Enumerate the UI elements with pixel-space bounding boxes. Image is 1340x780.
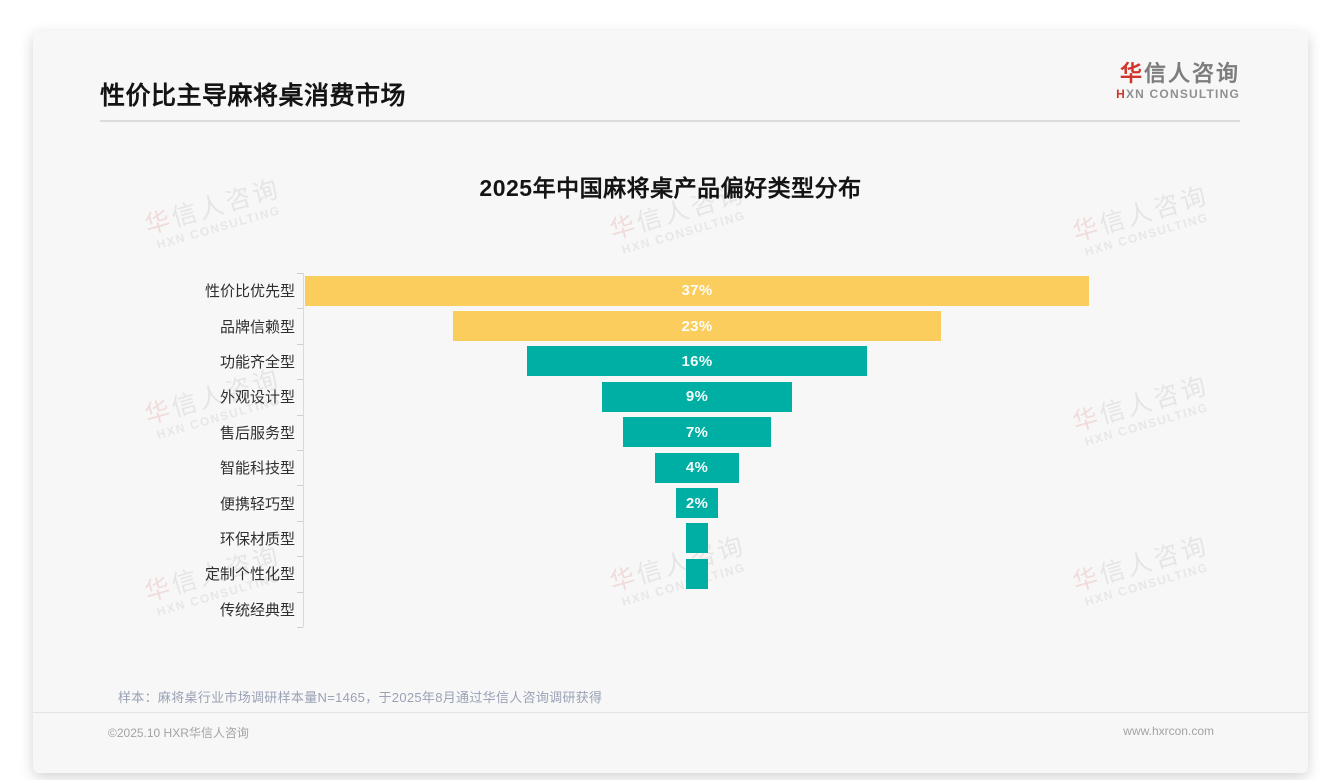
- chart-row: 售后服务型 7%: [33, 415, 1308, 450]
- chart-title: 2025年中国麻将桌产品偏好类型分布: [479, 175, 862, 201]
- sample-note: 样本：麻将桌行业市场调研样本量N=1465，于2025年8月通过华信人咨询调研获…: [118, 689, 603, 705]
- watermark-en-text: HXN CONSULTING: [620, 208, 748, 257]
- footer: ©2025.10 HXR华信人咨询 www.hxrcon.com: [33, 712, 1308, 773]
- bar-value-label: 9%: [685, 388, 709, 406]
- bar-value-label: 23%: [681, 317, 713, 335]
- bar-zone: 16%: [305, 346, 1089, 377]
- bar-value-label: 4%: [685, 459, 709, 477]
- chart-rows: 性价比优先型 37% 品牌信赖型 23% 功能齐全型 16% 外观设计型 9% 售后服务型 7% 智…: [33, 273, 1308, 628]
- axis-tick: [297, 450, 303, 451]
- bar-value-label: 2%: [685, 494, 709, 512]
- category-label: 外观设计型: [219, 389, 295, 407]
- bar-zone: [305, 594, 1089, 624]
- axis-tick: [297, 343, 303, 345]
- category-label: 定制个性化型: [204, 566, 295, 584]
- chart-row: 定制个性化型: [33, 556, 1308, 591]
- category-label: 功能齐全型: [219, 353, 295, 371]
- axis-tick: [297, 273, 303, 274]
- funnel-bar: 2%: [675, 488, 719, 519]
- axis-tick: [297, 520, 303, 522]
- copyright-text: ©2025.10 HXR华信人咨询: [108, 726, 249, 740]
- website-text: www.hxrcon.com: [1123, 724, 1214, 738]
- category-label: 品牌信赖型: [219, 318, 295, 336]
- funnel-bar: 4%: [654, 452, 740, 483]
- funnel-bar: 37%: [305, 275, 1089, 306]
- axis-tick: [297, 627, 303, 628]
- category-label: 便携轻巧型: [219, 495, 295, 513]
- axis-tick: [297, 591, 303, 593]
- bar-zone: 9%: [305, 381, 1089, 412]
- bar-zone: 2%: [305, 488, 1089, 519]
- funnel-bar: [686, 558, 708, 589]
- page-title: 性价比主导麻将桌消费市场: [100, 82, 407, 110]
- funnel-chart: 性价比优先型 37% 品牌信赖型 23% 功能齐全型 16% 外观设计型 9% 售后服务型 7% 智…: [33, 273, 1308, 628]
- chart-row: 外观设计型 9%: [33, 379, 1308, 414]
- category-label: 环保材质型: [219, 530, 295, 548]
- funnel-bar: 16%: [527, 346, 867, 377]
- category-label: 智能科技型: [219, 460, 295, 478]
- bar-zone: [305, 523, 1089, 554]
- company-logo: 华信人咨询 HXN CONSULTING: [1116, 61, 1240, 102]
- logo-cn-text: 华信人咨询: [1119, 61, 1240, 86]
- chart-row: 功能齐全型 16%: [33, 344, 1308, 379]
- category-label: 性价比优先型: [204, 283, 295, 301]
- bar-zone: [305, 558, 1089, 589]
- chart-row: 性价比优先型 37%: [33, 273, 1308, 308]
- bar-zone: 23%: [305, 311, 1089, 342]
- funnel-bar: [686, 523, 708, 554]
- chart-row: 品牌信赖型 23%: [33, 308, 1308, 343]
- funnel-bar: 7%: [622, 417, 772, 448]
- chart-row: 智能科技型 4%: [33, 450, 1308, 485]
- axis-tick: [297, 308, 303, 310]
- axis-tick: [297, 379, 303, 381]
- watermark-en-text: HXN CONSULTING: [1083, 210, 1211, 259]
- watermark-en-text: HXN CONSULTING: [155, 203, 283, 252]
- category-axis-line: [303, 273, 304, 627]
- chart-row: 传统经典型: [33, 592, 1308, 627]
- header: 性价比主导麻将桌消费市场 华信人咨询 HXN CONSULTING: [33, 31, 1308, 122]
- bar-zone: 37%: [305, 275, 1089, 306]
- bar-zone: 4%: [305, 452, 1089, 483]
- axis-tick: [297, 485, 303, 487]
- bar-value-label: 7%: [685, 423, 709, 441]
- bar-value-label: 37%: [681, 282, 713, 300]
- header-divider: [100, 120, 1240, 122]
- bar-value-label: 16%: [681, 352, 713, 370]
- axis-tick: [297, 414, 303, 416]
- chart-row: 环保材质型: [33, 521, 1308, 556]
- chart-row: 便携轻巧型 2%: [33, 485, 1308, 520]
- logo-en-text: HXN CONSULTING: [1116, 87, 1240, 101]
- report-card: 华信人咨询 HXN CONSULTING 华信人咨询 HXN CONSULTIN…: [33, 31, 1308, 773]
- funnel-bar: 23%: [453, 311, 941, 342]
- funnel-bar: 9%: [601, 381, 793, 412]
- category-label: 售后服务型: [219, 424, 295, 442]
- category-label: 传统经典型: [219, 601, 295, 619]
- axis-tick: [297, 556, 303, 558]
- bar-zone: 7%: [305, 417, 1089, 448]
